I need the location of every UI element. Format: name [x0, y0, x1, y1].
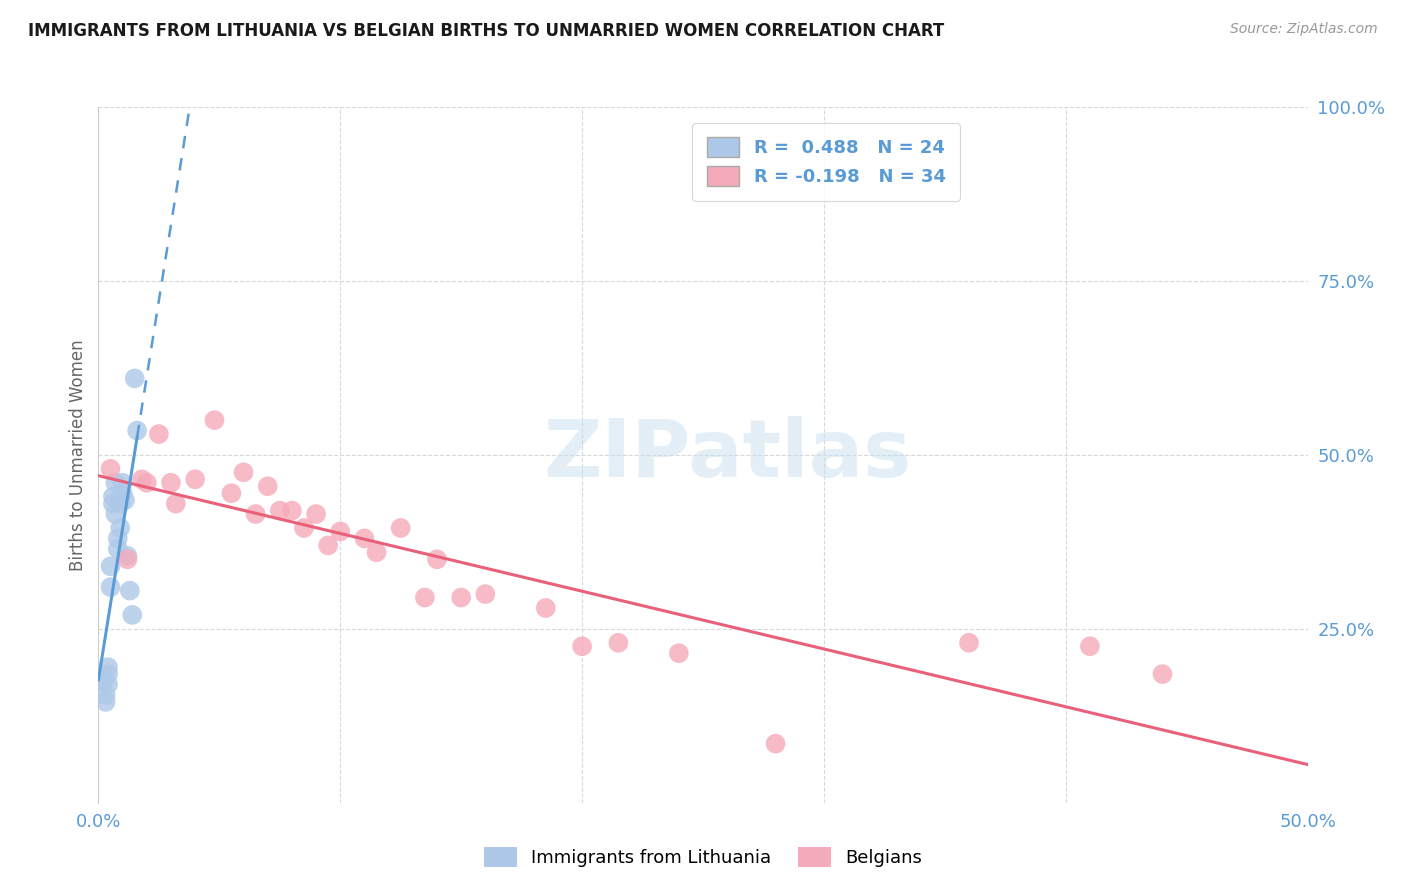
Point: [111, 475, 134, 490]
Point: [269, 503, 291, 517]
Text: Source: ZipAtlas.com: Source: ZipAtlas.com: [1230, 22, 1378, 37]
Point: [114, 493, 136, 508]
Text: ZIPatlas: ZIPatlas: [543, 416, 911, 494]
Y-axis label: Births to Unmarried Women: Births to Unmarried Women: [69, 339, 87, 571]
Point: [366, 545, 388, 559]
Point: [107, 541, 129, 556]
Point: [91, 674, 114, 689]
Point: [121, 607, 143, 622]
Point: [101, 497, 124, 511]
Point: [256, 479, 278, 493]
Point: [100, 580, 122, 594]
Legend: R =  0.488   N = 24, R = -0.198   N = 34: R = 0.488 N = 24, R = -0.198 N = 34: [692, 123, 960, 201]
Point: [94, 695, 117, 709]
Point: [305, 507, 328, 521]
Point: [329, 524, 352, 539]
Point: [389, 521, 412, 535]
Point: [160, 475, 183, 490]
Point: [104, 475, 127, 490]
Point: [474, 587, 496, 601]
Point: [124, 371, 146, 385]
Point: [668, 646, 690, 660]
Point: [534, 601, 557, 615]
Point: [353, 532, 375, 546]
Point: [316, 538, 339, 552]
Point: [97, 667, 120, 681]
Point: [1152, 667, 1174, 681]
Point: [426, 552, 449, 566]
Point: [292, 521, 315, 535]
Text: IMMIGRANTS FROM LITHUANIA VS BELGIAN BIRTHS TO UNMARRIED WOMEN CORRELATION CHART: IMMIGRANTS FROM LITHUANIA VS BELGIAN BIR…: [28, 22, 945, 40]
Point: [204, 413, 226, 427]
Point: [101, 490, 124, 504]
Point: [957, 636, 980, 650]
Point: [245, 507, 267, 521]
Point: [413, 591, 436, 605]
Point: [571, 639, 593, 653]
Point: [100, 462, 122, 476]
Point: [184, 472, 207, 486]
Point: [117, 549, 139, 563]
Point: [107, 532, 129, 546]
Point: [765, 737, 787, 751]
Point: [127, 424, 149, 438]
Point: [97, 660, 120, 674]
Point: [165, 497, 187, 511]
Point: [100, 559, 122, 574]
Point: [607, 636, 630, 650]
Point: [221, 486, 243, 500]
Point: [118, 583, 141, 598]
Point: [97, 677, 120, 691]
Legend: Immigrants from Lithuania, Belgians: Immigrants from Lithuania, Belgians: [477, 839, 929, 874]
Point: [108, 521, 131, 535]
Point: [135, 475, 157, 490]
Point: [1078, 639, 1101, 653]
Point: [117, 552, 139, 566]
Point: [450, 591, 472, 605]
Point: [281, 503, 304, 517]
Point: [148, 427, 170, 442]
Point: [111, 486, 134, 500]
Point: [232, 466, 254, 480]
Point: [131, 472, 153, 486]
Point: [104, 507, 127, 521]
Point: [108, 497, 131, 511]
Point: [94, 688, 117, 702]
